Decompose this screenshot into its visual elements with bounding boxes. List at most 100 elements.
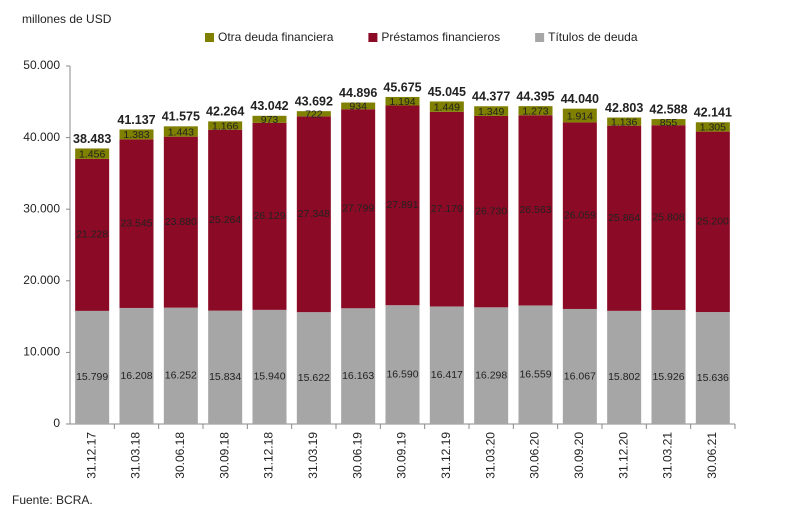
- segment-label: 15.834: [209, 371, 241, 383]
- bar-segment: [119, 139, 154, 308]
- legend-swatch: [535, 33, 545, 42]
- bar-segment: [208, 129, 243, 311]
- bar-segment: [474, 115, 509, 308]
- segment-label: 27.179: [431, 203, 463, 215]
- y-axis-label: millones de USD: [22, 12, 112, 26]
- x-tick-label: 31.12.19: [439, 432, 453, 479]
- total-label: 43.692: [295, 94, 333, 108]
- total-label: 38.483: [73, 132, 111, 146]
- segment-label: 1.136: [611, 116, 637, 128]
- bar-segment: [341, 109, 376, 309]
- segment-label: 27.891: [386, 199, 418, 211]
- total-label: 43.042: [250, 99, 288, 113]
- bar-segment: [208, 310, 243, 424]
- segment-label: 1.273: [522, 105, 548, 117]
- segment-label: 855: [660, 117, 678, 129]
- bar-segment: [119, 129, 154, 140]
- segment-label: 15.636: [697, 372, 729, 384]
- segment-label: 15.799: [76, 371, 108, 383]
- x-tick-label: 31.12.18: [262, 432, 276, 479]
- total-label: 41.137: [117, 113, 155, 127]
- segment-label: 16.417: [431, 369, 463, 381]
- bar-segment: [252, 115, 287, 123]
- segment-label: 973: [261, 114, 279, 126]
- bar-segment: [562, 108, 597, 123]
- x-tick-label: 31.03.18: [129, 432, 143, 479]
- bar-segment: [607, 310, 642, 424]
- bar-segment: [695, 122, 730, 132]
- segment-label: 1.449: [434, 101, 460, 113]
- x-tick-label: 30.09.19: [395, 432, 409, 479]
- segment-label: 934: [349, 101, 367, 113]
- segment-label: 26.730: [475, 205, 507, 217]
- segment-label: 25.264: [209, 214, 241, 226]
- bar-segment: [474, 307, 509, 424]
- bar-segment: [163, 126, 198, 137]
- legend-swatch: [368, 33, 378, 42]
- segment-label: 1.305: [700, 122, 726, 134]
- segment-label: 16.298: [475, 369, 507, 381]
- bar-segment: [385, 105, 420, 306]
- y-tick-label: 30.000: [23, 201, 60, 215]
- legend-label: Otra deuda financiera: [218, 30, 334, 44]
- bar-segment: [429, 101, 464, 112]
- total-label: 45.045: [428, 85, 466, 99]
- total-label: 42.588: [649, 102, 687, 116]
- x-tick-label: 31.12.17: [84, 432, 98, 479]
- total-label: 44.040: [561, 92, 599, 106]
- legend-swatch: [205, 33, 214, 42]
- segment-label: 16.067: [564, 370, 596, 382]
- segment-label: 26.059: [564, 209, 596, 221]
- legend-label: Préstamos financieros: [381, 30, 500, 44]
- bar-segment: [651, 309, 686, 424]
- bar-segment: [119, 307, 154, 424]
- bar-segment: [562, 122, 597, 309]
- total-label: 45.675: [383, 80, 421, 94]
- bar-segment: [341, 102, 376, 110]
- segment-label: 15.802: [608, 371, 640, 383]
- bar-segment: [474, 106, 509, 116]
- total-label: 44.395: [516, 89, 554, 103]
- total-label: 41.575: [162, 110, 200, 124]
- bar-segment: [163, 307, 198, 424]
- y-tick-label: 0: [53, 416, 60, 430]
- segment-label: 16.163: [342, 370, 374, 382]
- x-tick-label: 30.06.20: [528, 432, 542, 479]
- bar-segment: [252, 122, 287, 310]
- total-label: 42.264: [206, 105, 244, 119]
- bar-segment: [429, 306, 464, 424]
- total-label: 44.377: [472, 90, 510, 104]
- segment-label: 722: [305, 109, 323, 121]
- source-note: Fuente: BCRA.: [12, 493, 93, 507]
- y-tick-label: 50.000: [23, 58, 60, 72]
- segment-label: 23.880: [165, 216, 197, 228]
- bar-segment: [296, 116, 331, 313]
- segment-label: 25.808: [652, 211, 684, 223]
- bar-segment: [385, 96, 420, 106]
- x-tick-label: 30.06.21: [705, 432, 719, 479]
- segment-label: 1.443: [168, 126, 194, 138]
- segment-label: 15.622: [298, 372, 330, 384]
- bar-segment: [607, 125, 642, 311]
- total-label: 42.141: [694, 106, 732, 120]
- y-tick-label: 20.000: [23, 273, 60, 287]
- x-tick-label: 30.09.20: [572, 432, 586, 479]
- bar-segment: [607, 117, 642, 126]
- segment-label: 15.926: [652, 371, 684, 383]
- segment-label: 21.228: [76, 229, 108, 241]
- bar-segment: [695, 131, 730, 313]
- bar-segment: [429, 111, 464, 307]
- segment-label: 27.348: [298, 208, 330, 220]
- bar-segment: [385, 305, 420, 424]
- bar-segment: [518, 106, 553, 116]
- segment-label: 1.383: [123, 129, 149, 141]
- segment-label: 16.590: [386, 368, 418, 380]
- x-tick-label: 31.03.21: [661, 432, 675, 479]
- bar-segment: [562, 308, 597, 424]
- segment-label: 26.129: [253, 210, 285, 222]
- x-tick-label: 30.06.19: [350, 432, 364, 479]
- legend-label: Títulos de deuda: [548, 30, 638, 44]
- segment-label: 15.940: [253, 371, 285, 383]
- x-tick-label: 31.03.19: [306, 432, 320, 479]
